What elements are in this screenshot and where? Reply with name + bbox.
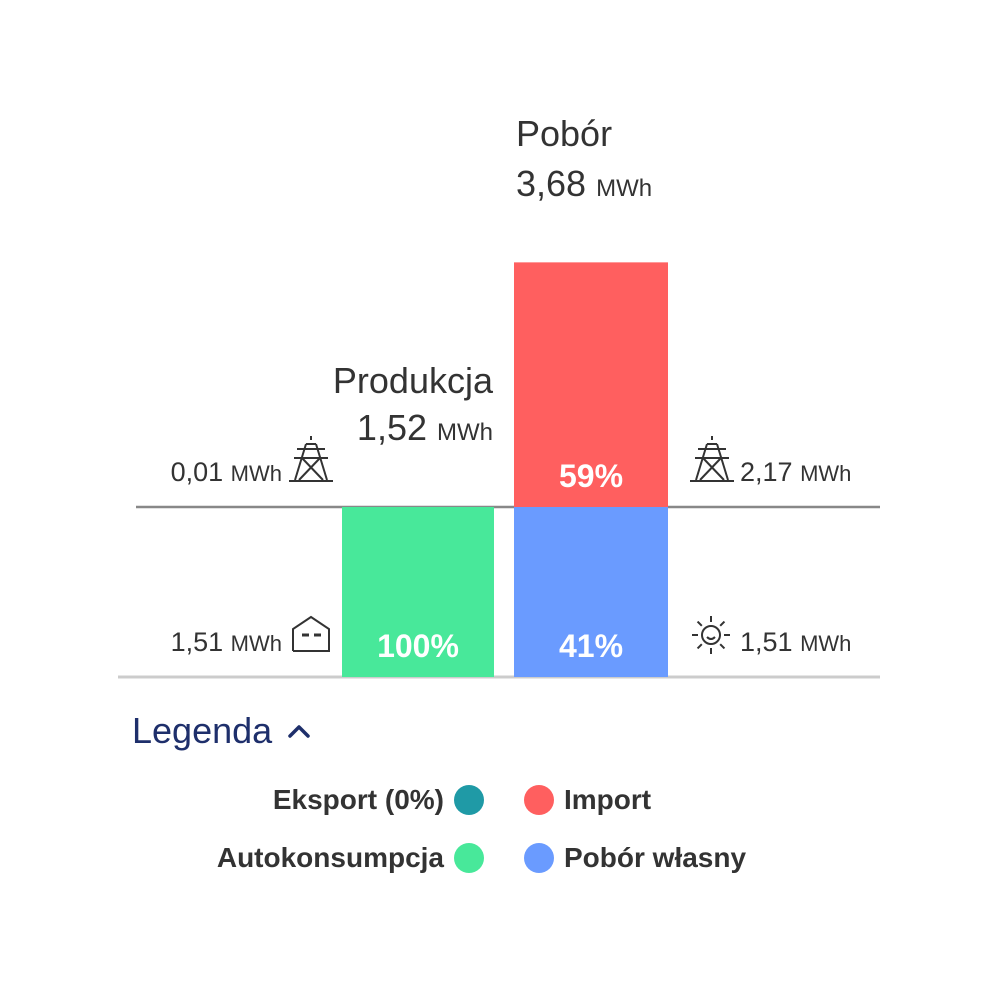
legend-label-import: Import (564, 784, 652, 815)
sun-icon (692, 616, 730, 654)
title-pobor: Pobór (516, 113, 612, 154)
legend-item-import: Import (524, 780, 651, 820)
legend-item-eksport: Eksport (0%) (273, 780, 484, 820)
legend-item-autokonsumpcja: Autokonsumpcja (217, 838, 484, 878)
unit-pobor: MWh (596, 175, 652, 202)
total-produkcja: 1,52 MWh (357, 407, 493, 448)
label-pobor-wlasny: 41% (559, 628, 623, 664)
unit-produkcja: MWh (437, 419, 493, 446)
bar-autokonsumpcja (342, 507, 494, 677)
annotation-right-lower-unit: MWh (800, 631, 851, 656)
legend-label-pobor-wlasny: Pobór własny (564, 842, 747, 873)
annotation-right-upper-unit: MWh (800, 461, 851, 486)
legend-dot-eksport (454, 785, 484, 815)
legend-label-autokonsumpcja: Autokonsumpcja (216, 842, 444, 873)
power-tower-icon (289, 436, 333, 482)
annotation-left-lower: 1,51 MWh (171, 627, 282, 657)
annotation-right-lower: 1,51 MWh (740, 627, 851, 657)
legend-label-eksport: Eksport (0%) (272, 784, 444, 815)
label-autokonsumpcja: 100% (377, 628, 459, 664)
chevron-up-icon (288, 725, 310, 738)
total-pobor: 3,68 MWh (516, 163, 652, 204)
annotation-right-upper: 2,17 MWh (740, 457, 851, 487)
legend-dot-pobor-wlasny (524, 843, 554, 873)
bar-import (514, 262, 668, 507)
legend-item-pobor-wlasny: Pobór własny (524, 838, 746, 878)
power-tower-icon (690, 436, 734, 482)
legend-toggle[interactable]: Legenda (132, 710, 312, 752)
house-icon (292, 615, 330, 652)
legend-dot-autokonsumpcja (454, 843, 484, 873)
title-produkcja: Produkcja (333, 360, 494, 401)
annotation-left-upper: 0,01 MWh (171, 457, 282, 487)
legend-title: Legenda (132, 710, 273, 751)
annotation-left-upper-unit: MWh (231, 461, 282, 486)
annotation-left-lower-unit: MWh (231, 631, 282, 656)
legend-dot-import (524, 785, 554, 815)
bar-pobor-wlasny (514, 507, 668, 677)
label-import: 59% (559, 458, 623, 494)
